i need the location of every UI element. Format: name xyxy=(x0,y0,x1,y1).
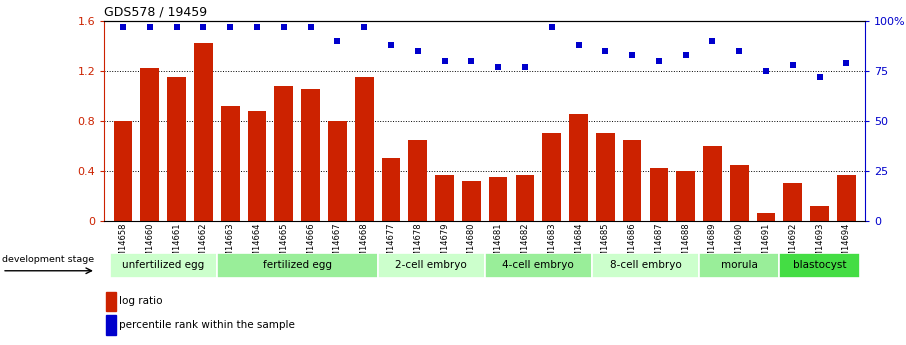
Bar xyxy=(784,183,802,221)
Bar xyxy=(569,115,588,221)
Text: blastocyst: blastocyst xyxy=(793,260,846,270)
Text: 2-cell embryo: 2-cell embryo xyxy=(395,260,467,270)
Point xyxy=(330,38,344,43)
Bar xyxy=(194,43,213,221)
Point xyxy=(304,24,318,29)
Bar xyxy=(110,253,217,278)
Bar xyxy=(699,253,779,278)
Point xyxy=(786,62,800,68)
Bar xyxy=(106,292,116,311)
Point xyxy=(813,74,827,79)
Text: development stage: development stage xyxy=(2,255,94,264)
Bar xyxy=(676,171,695,221)
Bar xyxy=(730,165,748,221)
Text: morula: morula xyxy=(721,260,757,270)
Bar xyxy=(837,175,856,221)
Bar xyxy=(703,146,722,221)
Bar xyxy=(650,168,669,221)
Bar xyxy=(378,253,485,278)
Point xyxy=(196,24,210,29)
Point xyxy=(169,24,184,29)
Text: 4-cell embryo: 4-cell embryo xyxy=(503,260,574,270)
Point xyxy=(625,52,640,58)
Bar xyxy=(221,106,239,221)
Bar xyxy=(113,121,132,221)
Point xyxy=(679,52,693,58)
Point xyxy=(839,60,853,66)
Text: GDS578 / 19459: GDS578 / 19459 xyxy=(104,5,207,18)
Point xyxy=(572,42,586,48)
Bar xyxy=(168,77,186,221)
Point xyxy=(357,24,371,29)
Point xyxy=(598,48,612,53)
Point xyxy=(250,24,265,29)
Bar xyxy=(488,177,507,221)
Point xyxy=(383,42,398,48)
Point xyxy=(732,48,747,53)
Point xyxy=(705,38,719,43)
Text: percentile rank within the sample: percentile rank within the sample xyxy=(120,320,295,330)
Text: unfertilized egg: unfertilized egg xyxy=(122,260,204,270)
Point xyxy=(276,24,291,29)
Bar xyxy=(592,253,699,278)
Point xyxy=(116,24,130,29)
Bar xyxy=(779,253,860,278)
Bar xyxy=(217,253,378,278)
Bar xyxy=(757,213,776,221)
Bar xyxy=(462,181,481,221)
Text: log ratio: log ratio xyxy=(120,296,163,306)
Point xyxy=(464,58,478,63)
Bar xyxy=(247,111,266,221)
Bar xyxy=(381,158,400,221)
Bar xyxy=(328,121,347,221)
Bar xyxy=(485,253,592,278)
Bar xyxy=(106,315,116,335)
Point xyxy=(410,48,425,53)
Bar xyxy=(516,175,535,221)
Bar xyxy=(543,133,561,221)
Bar xyxy=(409,139,427,221)
Point xyxy=(545,24,559,29)
Bar xyxy=(355,77,373,221)
Point xyxy=(142,24,157,29)
Bar xyxy=(275,86,294,221)
Bar xyxy=(622,139,641,221)
Text: 8-cell embryo: 8-cell embryo xyxy=(610,260,681,270)
Bar xyxy=(435,175,454,221)
Bar xyxy=(301,89,320,221)
Point xyxy=(223,24,237,29)
Bar xyxy=(140,68,159,221)
Text: fertilized egg: fertilized egg xyxy=(263,260,332,270)
Point xyxy=(491,64,506,69)
Bar xyxy=(810,206,829,221)
Point xyxy=(438,58,452,63)
Point xyxy=(651,58,666,63)
Point xyxy=(759,68,774,73)
Point xyxy=(517,64,532,69)
Bar xyxy=(596,133,614,221)
